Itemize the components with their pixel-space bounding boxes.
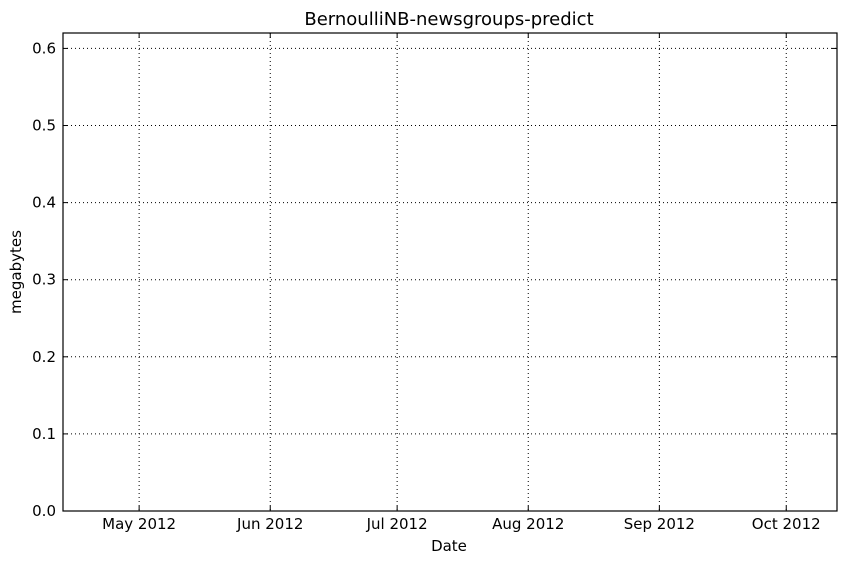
y-tick-label: 0.4 [32, 194, 56, 212]
y-tick-label: 0.2 [32, 348, 56, 366]
x-tick-label: Sep 2012 [624, 515, 695, 533]
tick-layer: May 2012 Jun 2012 Jul 2012 Aug 2012 Sep 2012… [32, 33, 837, 533]
x-tick-label: Jun 2012 [236, 515, 303, 533]
x-tick-label: Jul 2012 [366, 515, 428, 533]
y-tick-label: 0.6 [32, 39, 56, 57]
x-tick-label: Oct 2012 [752, 515, 821, 533]
x-tick-label: Aug 2012 [492, 515, 564, 533]
plot-frame [62, 32, 838, 512]
y-tick-label: 0.5 [32, 117, 56, 135]
y-axis-label: megabytes [7, 230, 25, 314]
y-tick-label: 0.3 [32, 271, 56, 289]
grid-layer [63, 33, 837, 512]
y-tick-label: 0.1 [32, 425, 56, 443]
x-tick-label: May 2012 [102, 515, 176, 533]
x-axis-label: Date [431, 537, 467, 555]
y-tick-label: 0.0 [32, 502, 56, 520]
chart-title: BernoulliNB-newsgroups-predict [304, 9, 593, 30]
